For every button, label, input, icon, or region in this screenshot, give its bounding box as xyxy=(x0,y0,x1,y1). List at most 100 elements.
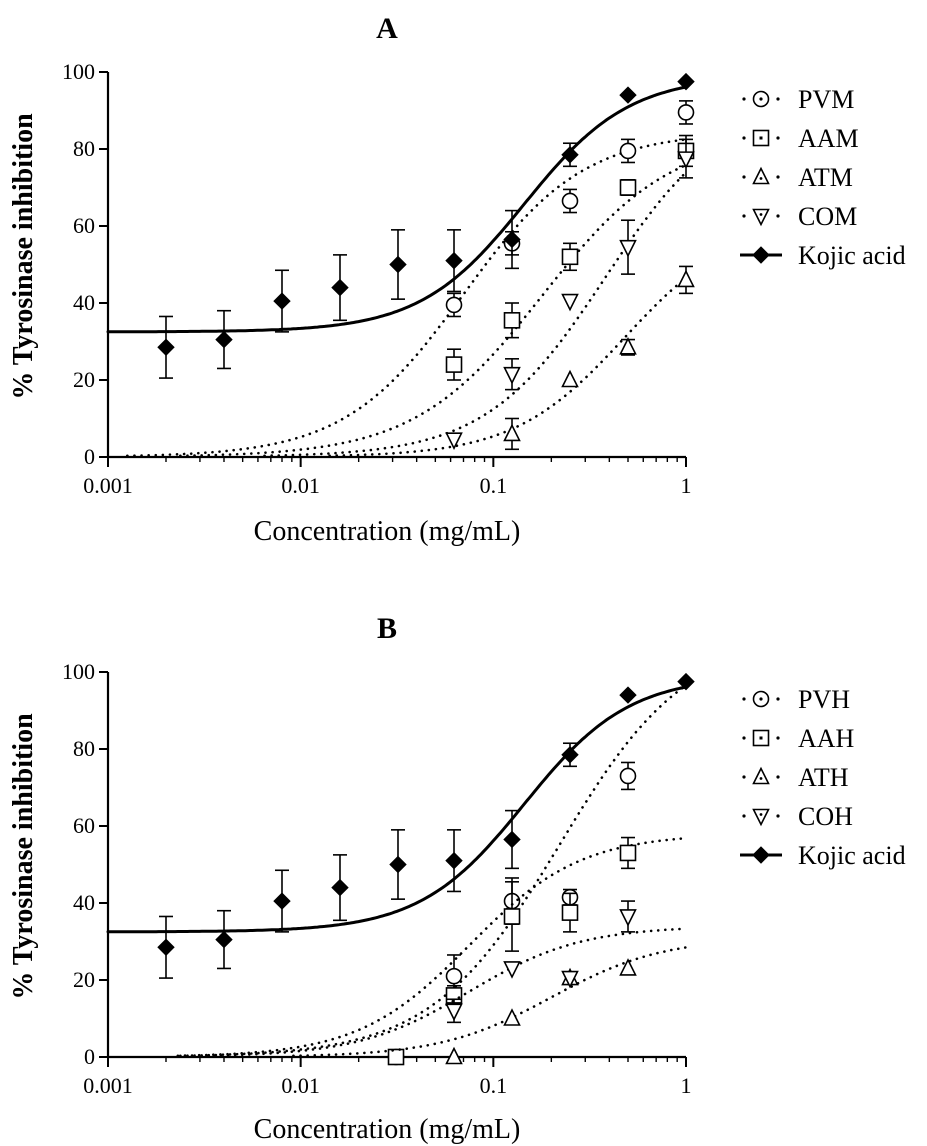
data-point xyxy=(619,239,637,258)
series-kojic-acid xyxy=(106,672,695,979)
y-tick-label: 80 xyxy=(73,736,95,761)
data-point xyxy=(503,312,521,329)
x-tick-label: 0.01 xyxy=(281,1073,320,1098)
chart-title: A xyxy=(376,12,398,45)
legend-item-kojic-acid: Kojic acid xyxy=(740,841,906,870)
legend-label: COH xyxy=(798,802,853,831)
data-point xyxy=(677,151,695,169)
y-tick-label: 100 xyxy=(62,659,95,684)
data-point xyxy=(561,293,579,312)
y-tick-label: 0 xyxy=(84,1044,95,1069)
legend-marker xyxy=(752,246,770,264)
series-coh xyxy=(205,900,688,1058)
data-point xyxy=(157,338,175,356)
data-point xyxy=(561,248,579,266)
data-point xyxy=(387,1048,405,1066)
data-point xyxy=(389,255,407,274)
legend-dot xyxy=(742,697,746,701)
y-axis-label: % Tyrosinase inhibition xyxy=(8,713,39,1000)
chart-panel-1: A 0 20 40 60 80 100 0.001 0.01 0.1 1 Concentration … xyxy=(8,12,906,547)
fit-curve xyxy=(328,276,688,458)
data-point xyxy=(561,970,579,989)
data-point xyxy=(619,142,637,160)
legend-marker-center xyxy=(759,777,763,780)
data-point xyxy=(561,369,579,388)
data-point xyxy=(503,908,521,925)
series-atm xyxy=(328,265,695,458)
data-point xyxy=(215,330,233,349)
legend-item-ath: ATH xyxy=(742,763,849,792)
series-aam xyxy=(179,134,695,458)
legend-marker-center xyxy=(759,736,763,740)
data-point xyxy=(273,292,291,310)
legend-dot xyxy=(776,697,780,701)
data-point xyxy=(503,1008,521,1026)
legend-marker xyxy=(752,208,770,227)
legend-dot xyxy=(776,736,780,740)
legend-marker xyxy=(752,766,770,785)
data-point xyxy=(677,672,695,691)
legend-marker-center xyxy=(759,136,763,140)
legend-dot xyxy=(776,97,780,101)
legend-item-pvm: PVM xyxy=(742,85,854,114)
y-tick-label: 80 xyxy=(73,136,95,161)
series-aah xyxy=(176,836,688,1066)
x-tick-label: 0.001 xyxy=(83,473,133,498)
legend-label: Kojic acid xyxy=(798,241,906,270)
fit-curve xyxy=(263,171,688,458)
data-point xyxy=(445,1046,463,1065)
chart-panel-2: B 0 20 40 60 80 100 0.001 0.01 0.1 1 Concentration … xyxy=(8,612,906,1145)
data-point xyxy=(157,938,175,956)
data-point xyxy=(619,179,637,196)
legend-dot xyxy=(742,214,746,218)
x-tick-label: 0.1 xyxy=(480,473,508,498)
data-point xyxy=(677,72,695,91)
fit-curve xyxy=(179,684,688,1058)
data-point xyxy=(677,269,695,288)
data-point xyxy=(619,86,637,104)
data-point xyxy=(331,878,349,897)
legend-dot xyxy=(742,97,746,101)
legend-dot xyxy=(776,775,780,779)
legend-dot xyxy=(776,175,780,179)
legend-dot xyxy=(742,175,746,179)
legend-label: Kojic acid xyxy=(798,841,906,870)
fit-curve xyxy=(179,163,688,458)
data-point xyxy=(561,746,579,764)
data-point xyxy=(677,104,695,121)
series-kojic-acid xyxy=(106,72,695,379)
fit-curve xyxy=(126,138,688,458)
x-tick-label: 0.001 xyxy=(83,1073,133,1098)
legend-item-aam: AAM xyxy=(742,124,859,153)
legend-item-pvh: PVH xyxy=(742,685,850,714)
y-tick-label: 20 xyxy=(73,967,95,992)
data-point xyxy=(445,1003,463,1022)
x-axis-label: Concentration (mg/mL) xyxy=(254,1114,521,1145)
data-point xyxy=(503,830,521,849)
y-tick-label: 0 xyxy=(84,444,95,469)
legend-label: AAH xyxy=(798,724,855,753)
data-point xyxy=(619,336,637,355)
legend-item-kojic-acid: Kojic acid xyxy=(740,241,906,270)
data-point xyxy=(331,278,349,297)
legend-label: ATM xyxy=(798,163,853,192)
legend-marker-center xyxy=(759,177,763,180)
legend-dot xyxy=(776,136,780,140)
y-tick-label: 60 xyxy=(73,813,95,838)
legend-item-com: COM xyxy=(742,202,857,231)
data-point xyxy=(389,855,407,874)
x-tick-label: 0.1 xyxy=(480,1073,508,1098)
legend-dot xyxy=(742,775,746,779)
data-point xyxy=(215,930,233,949)
fit-curve xyxy=(106,85,688,334)
data-point xyxy=(445,967,463,985)
x-axis-label: Concentration (mg/mL) xyxy=(254,516,521,547)
legend-dot xyxy=(776,814,780,818)
y-tick-label: 20 xyxy=(73,367,95,392)
series-pvm xyxy=(126,100,695,458)
legend-marker-center xyxy=(759,213,763,216)
fit-curve xyxy=(106,685,688,934)
legend-marker xyxy=(752,166,770,185)
data-point xyxy=(503,423,521,442)
